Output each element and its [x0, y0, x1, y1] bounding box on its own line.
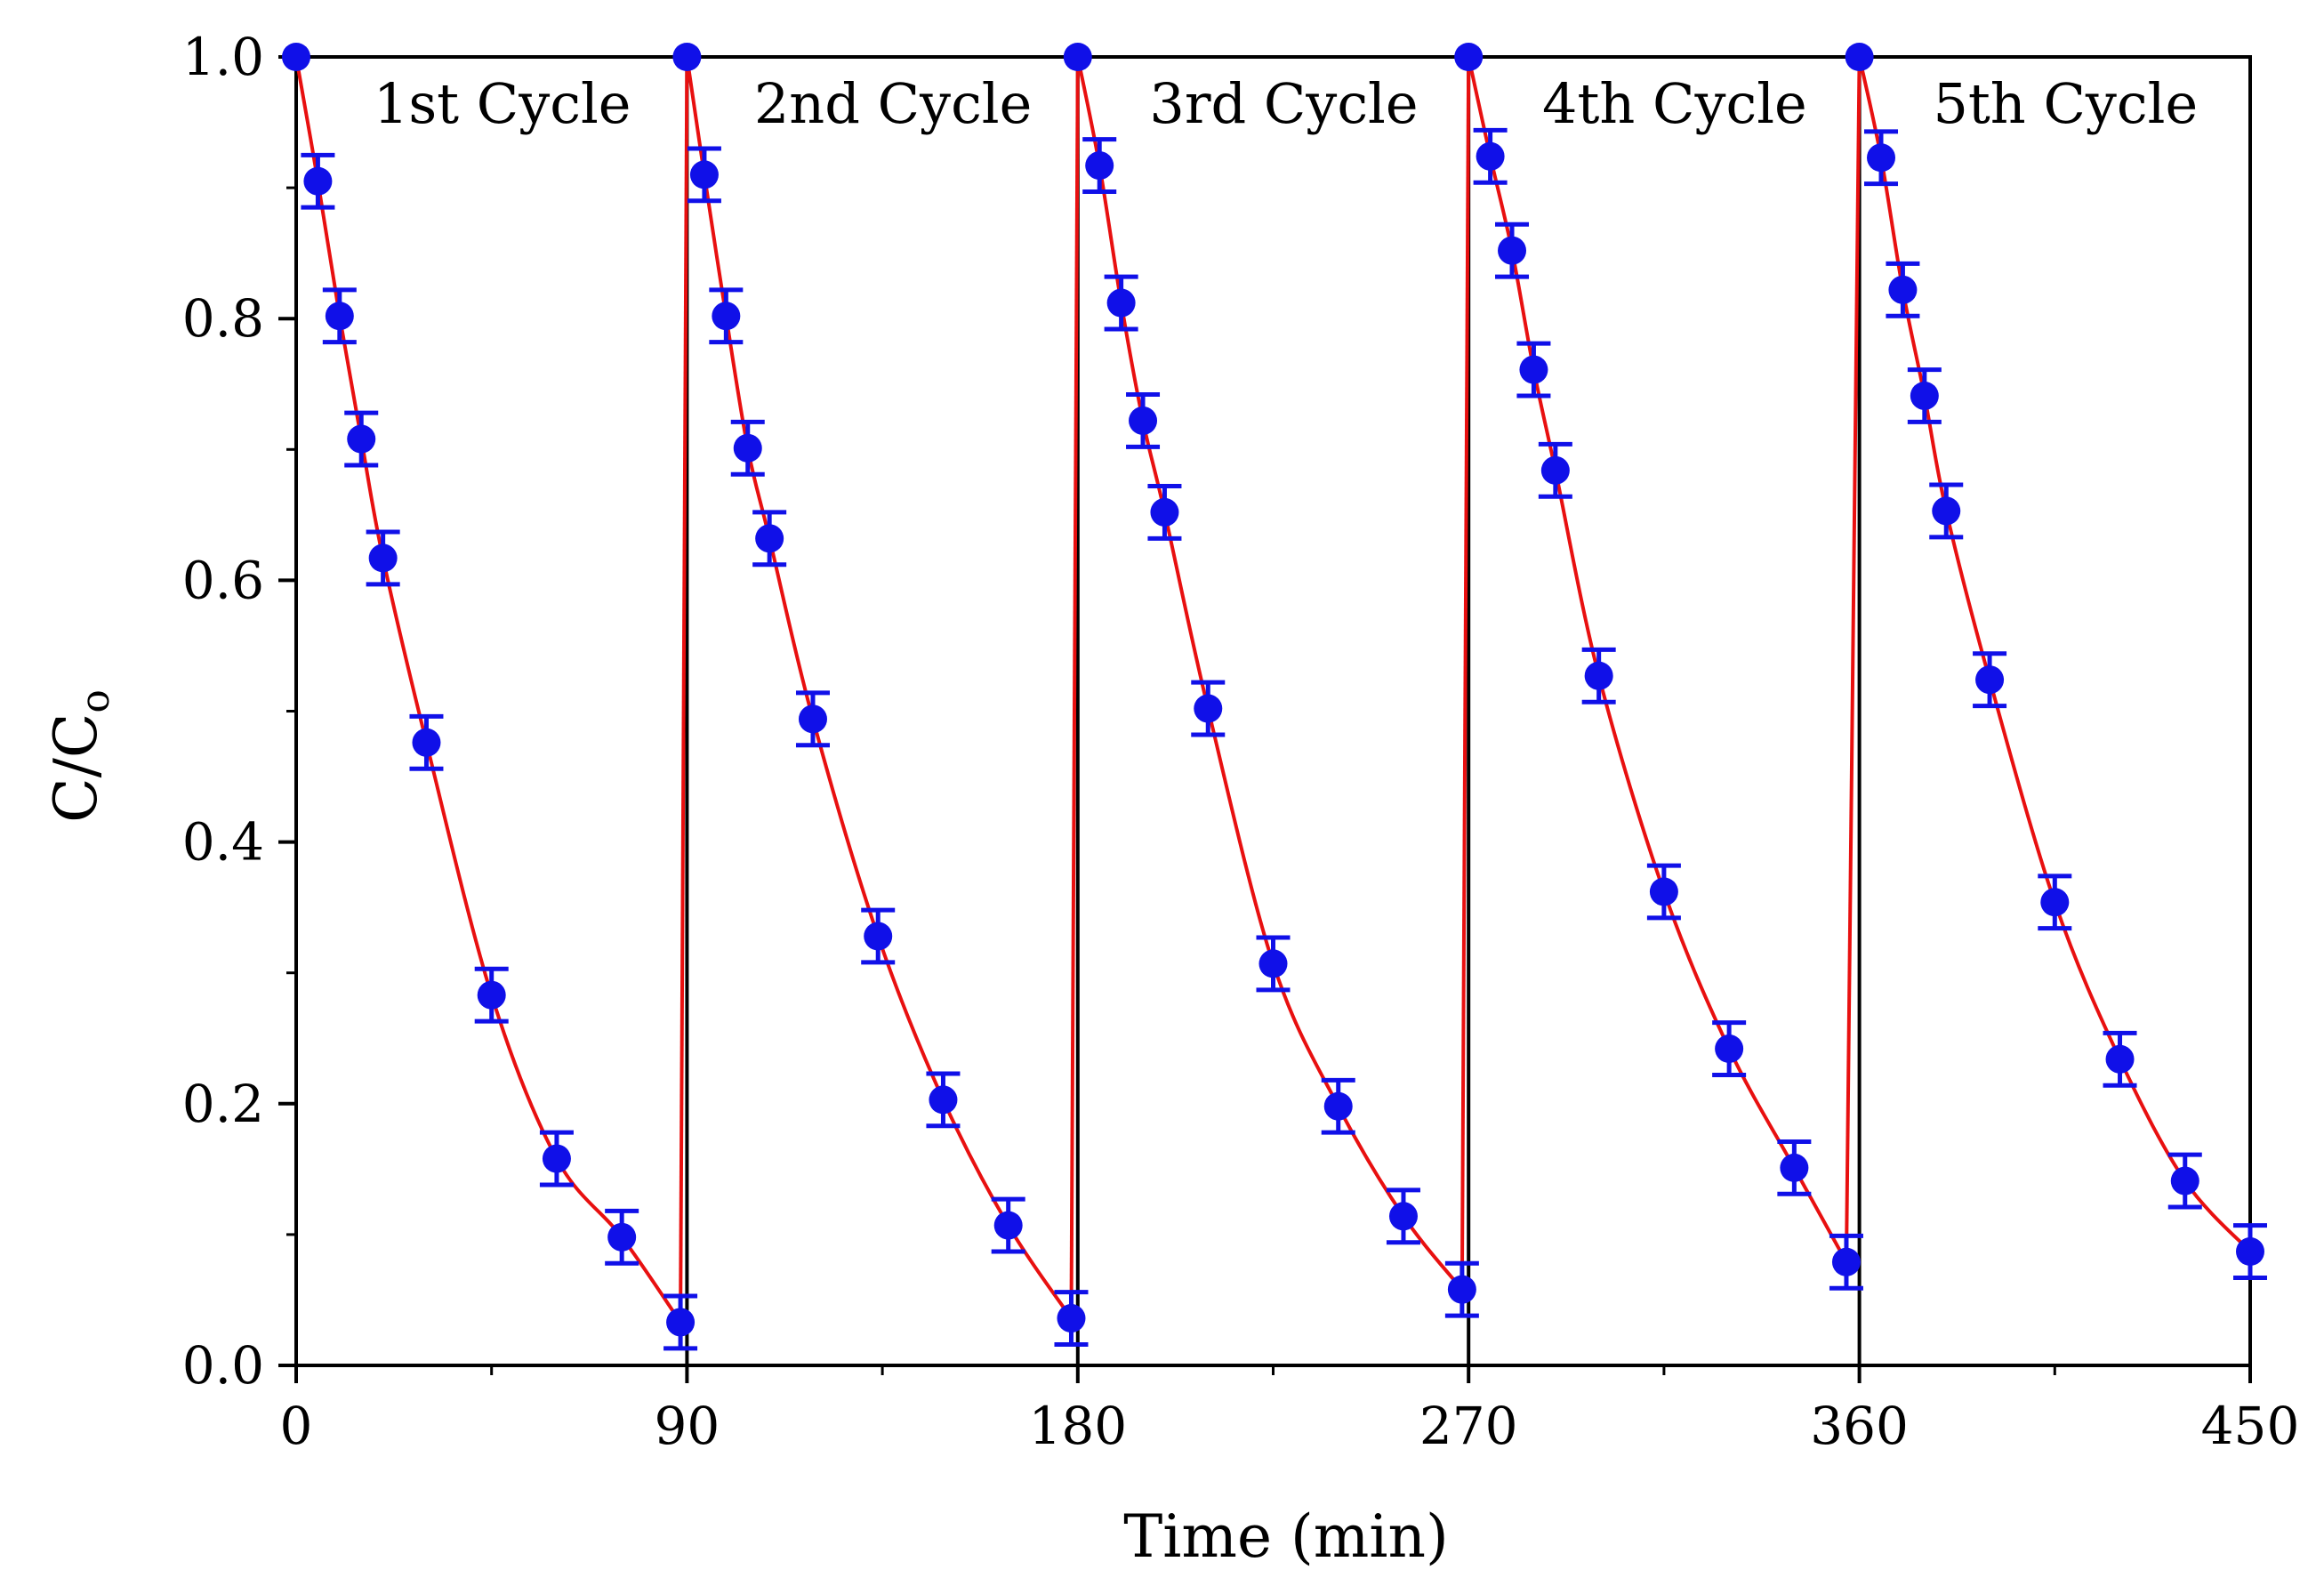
data-points — [282, 43, 2264, 1337]
data-point — [1888, 275, 1918, 304]
data-point — [1584, 661, 1613, 690]
fit-lines — [294, 56, 2252, 1324]
data-point — [1085, 151, 1114, 181]
data-point — [325, 302, 354, 331]
data-point — [755, 524, 784, 553]
data-point — [1845, 43, 1874, 71]
fit-reset-line — [679, 56, 689, 1323]
data-point — [1194, 694, 1223, 723]
cycle-label-2: 2nd Cycle — [754, 71, 1032, 136]
data-point — [1715, 1034, 1744, 1064]
data-point — [2236, 1237, 2264, 1267]
y-tick-label: 0.0 — [182, 1335, 264, 1396]
y-axis-title-subscript: o — [73, 689, 118, 713]
fit-line-cycle-2 — [685, 56, 1074, 1320]
chart-labels: 1st Cycle 2nd Cycle 3rd Cycle 4th Cycle 5th … — [374, 71, 2198, 136]
data-point — [412, 728, 441, 757]
fit-line-cycle-3 — [1075, 56, 1464, 1291]
fit-line-cycle-4 — [1467, 56, 1848, 1263]
data-point — [689, 160, 719, 189]
x-tick-label: 90 — [654, 1396, 720, 1456]
data-point — [1447, 1275, 1476, 1304]
fit-line-cycle-5 — [1857, 56, 2252, 1253]
data-point — [712, 302, 741, 331]
x-tick-label: 450 — [2201, 1396, 2300, 1456]
data-point — [1063, 43, 1092, 71]
data-point — [1975, 665, 2005, 695]
data-point — [1476, 141, 1505, 171]
y-axis-title: C/Co — [42, 689, 118, 823]
fit-line-cycle-1 — [294, 56, 682, 1324]
x-tick-label: 270 — [1419, 1396, 1518, 1456]
data-point — [1057, 1304, 1086, 1333]
data-point — [1519, 355, 1548, 384]
data-point — [1258, 949, 1288, 978]
data-point — [1780, 1153, 1809, 1182]
data-point — [607, 1222, 637, 1252]
cycle-label-4: 4th Cycle — [1542, 71, 1807, 136]
x-tick-label: 180 — [1028, 1396, 1127, 1456]
data-point — [1129, 406, 1158, 435]
data-point — [1932, 496, 1961, 526]
data-point — [993, 1211, 1023, 1240]
data-point — [2170, 1166, 2199, 1196]
data-point — [1454, 43, 1484, 71]
fit-reset-line — [1460, 56, 1471, 1290]
data-point — [666, 1308, 696, 1337]
y-tick-label: 0.4 — [182, 812, 264, 873]
cycle-label-3: 3rd Cycle — [1149, 71, 1418, 136]
data-point — [929, 1085, 958, 1115]
plot-border — [294, 55, 2252, 1367]
data-point — [1831, 1247, 1861, 1276]
data-point — [2040, 888, 2070, 917]
data-point — [864, 922, 893, 951]
x-tick-label: 360 — [1810, 1396, 1909, 1456]
data-point — [1388, 1202, 1418, 1231]
data-point — [368, 543, 398, 573]
data-point — [1150, 497, 1179, 527]
data-point — [733, 433, 762, 463]
data-point — [303, 166, 333, 196]
data-point — [477, 980, 506, 1010]
error-bars — [301, 127, 2267, 1351]
data-point — [542, 1144, 571, 1173]
data-point — [282, 43, 310, 71]
axis-ticks: 0 90 180 270 360 450 0.0 0.2 0.4 0.6 0.8 1.0 — [182, 27, 2300, 1456]
data-point — [1323, 1091, 1353, 1121]
y-tick-label: 0.8 — [182, 288, 264, 349]
data-point — [1649, 877, 1678, 906]
cycle-label-5: 5th Cycle — [1933, 71, 2198, 136]
data-point — [2105, 1044, 2135, 1074]
y-axis-title-main: C/C — [42, 713, 110, 823]
data-point — [798, 704, 827, 734]
data-point — [1540, 455, 1570, 485]
cycle-label-1: 1st Cycle — [374, 71, 631, 136]
data-point — [1910, 381, 1939, 410]
x-axis-title: Time (min) — [1123, 1502, 1448, 1571]
fit-reset-line — [1069, 56, 1080, 1319]
data-point — [672, 43, 702, 71]
y-tick-label: 0.6 — [182, 550, 264, 610]
fit-reset-line — [1844, 56, 1862, 1262]
x-tick-label: 0 — [280, 1396, 313, 1456]
data-point — [1498, 236, 1527, 265]
data-point — [347, 424, 376, 454]
data-point — [1867, 143, 1896, 173]
y-tick-label: 1.0 — [182, 27, 264, 87]
plot-frame — [294, 55, 2252, 1367]
data-point — [1106, 288, 1136, 318]
y-tick-label: 0.2 — [182, 1074, 264, 1134]
